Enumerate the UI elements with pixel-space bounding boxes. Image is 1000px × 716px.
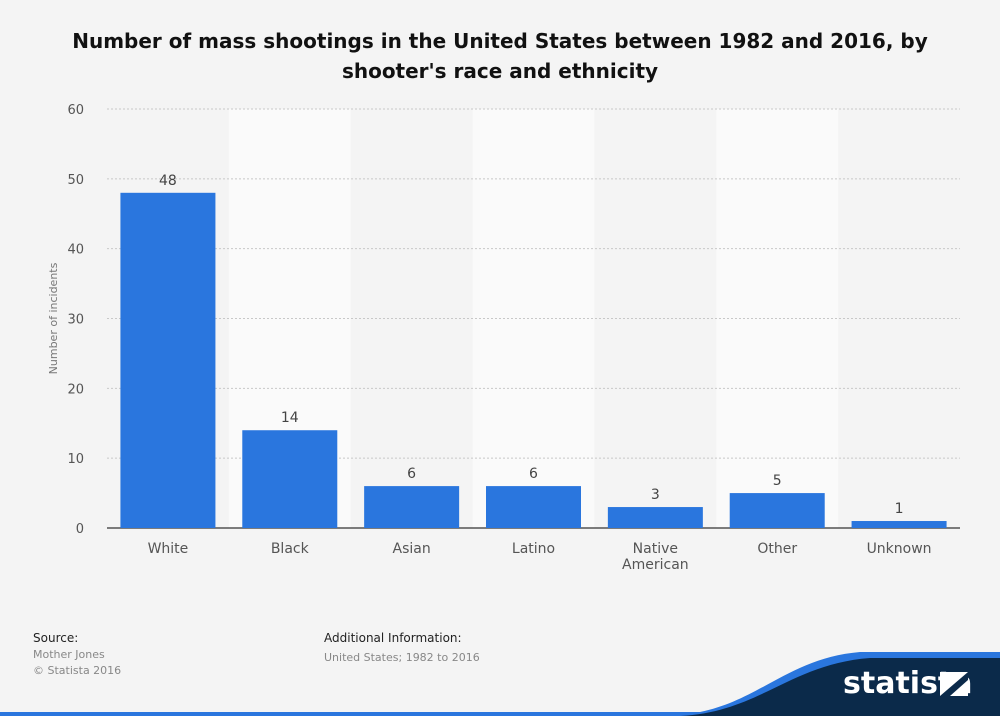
additional-info-text: United States; 1982 to 2016	[324, 651, 480, 664]
data-label: 48	[159, 173, 177, 189]
statista-logo-text: statista	[843, 666, 973, 701]
data-label: 6	[529, 466, 538, 482]
bar-unknown	[851, 521, 947, 528]
bar-chart: 0 10 20 30 40 50 60 Number of incidents 48 White 1…	[47, 103, 960, 573]
bar-latino	[486, 486, 581, 528]
bar-other	[729, 493, 825, 528]
y-tick-label: 50	[67, 173, 84, 188]
additional-info-label: Additional Information:	[324, 631, 462, 645]
data-label: 5	[773, 473, 782, 489]
y-tick-label: 40	[67, 243, 84, 258]
brand-dark-wave	[680, 658, 1000, 716]
chart-title: Number of mass shootings in the United S…	[72, 29, 928, 83]
statista-logo-icon	[940, 672, 968, 696]
x-tick-label: Asian	[393, 541, 431, 557]
x-tick-label: Unknown	[867, 541, 932, 557]
x-tick-label: White	[148, 541, 189, 557]
data-label: 1	[895, 501, 904, 517]
x-tick-label: Latino	[512, 541, 555, 557]
bar-native-american	[607, 507, 703, 528]
y-axis-title: Number of incidents	[47, 262, 60, 374]
y-tick-label: 60	[67, 103, 84, 118]
data-label: 14	[281, 410, 299, 426]
source-copyright: © Statista 2016	[33, 664, 122, 677]
bar-black	[242, 430, 338, 528]
y-tick-label: 20	[67, 382, 84, 397]
y-tick-label: 10	[67, 452, 84, 467]
bar-white	[120, 192, 216, 529]
brand-accent-stripe	[0, 652, 1000, 716]
data-label: 3	[651, 487, 660, 503]
x-tick-label: Black	[271, 541, 310, 557]
bar-asian	[364, 486, 460, 528]
y-tick-label: 30	[67, 313, 84, 328]
y-tick-label: 0	[76, 522, 84, 537]
source-label: Source:	[33, 631, 79, 645]
x-tick-label: Native American	[622, 541, 689, 573]
data-label: 6	[407, 466, 416, 482]
x-tick-label: Other	[757, 541, 797, 557]
source-name: Mother Jones	[33, 648, 105, 661]
